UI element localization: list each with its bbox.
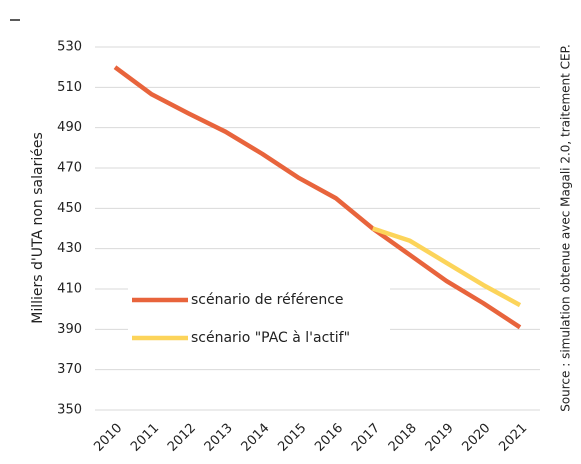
y-tick-label: 370 — [57, 362, 82, 377]
y-tick-label: 350 — [57, 403, 82, 418]
x-tick-label: 2012 — [165, 421, 199, 455]
x-tick-label: 2021 — [496, 421, 530, 455]
x-tick-label: 2020 — [459, 421, 493, 455]
x-tick-label: 2019 — [423, 421, 457, 455]
y-tick-label: 450 — [57, 201, 82, 216]
legend-label: scénario "PAC à l'actif" — [191, 330, 350, 346]
y-tick-label: 470 — [57, 161, 82, 176]
x-tick-label: 2015 — [275, 421, 309, 455]
x-tick-label: 2010 — [91, 421, 125, 455]
series-line — [113, 65, 522, 330]
x-tick-label: 2018 — [386, 421, 420, 455]
source-note: Source : simulation obtenue avec Magali … — [559, 44, 573, 412]
y-tick-label: 390 — [57, 322, 82, 337]
y-tick-label: 410 — [57, 282, 82, 297]
x-tick-label: 2011 — [128, 421, 162, 455]
x-tick-label: 2014 — [239, 421, 273, 455]
y-tick-label: 530 — [57, 40, 82, 55]
series-line — [372, 226, 522, 308]
x-tick-label: 2017 — [349, 421, 383, 455]
x-tick-label: 2013 — [202, 421, 236, 455]
x-tick-label: 2016 — [312, 421, 346, 455]
y-axis-label: Milliers d'UTA non salariées — [30, 132, 46, 324]
y-tick-label: 490 — [57, 120, 82, 135]
y-tick-label: 430 — [57, 241, 82, 256]
legend-label: scénario de référence — [191, 292, 344, 308]
y-tick-label: 510 — [57, 80, 82, 95]
